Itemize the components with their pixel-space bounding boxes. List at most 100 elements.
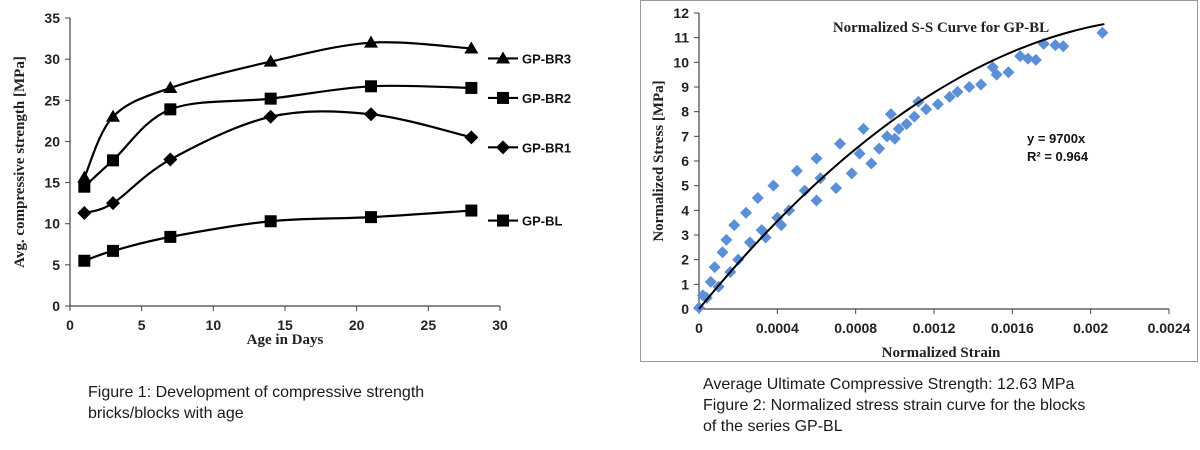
point-gp-br3 <box>464 41 479 54</box>
point-gp-br3 <box>263 54 278 67</box>
point-gp-br1 <box>106 196 120 211</box>
scatter-point <box>963 81 976 93</box>
figure1-panel: 0 5 10 15 20 25 30 35 0 5 10 15 20 25 30 Age in Days Avg… <box>0 0 600 360</box>
scatter-point <box>740 206 752 219</box>
y-tick-label: 5 <box>681 178 689 194</box>
point-gp-br1 <box>263 109 278 124</box>
legend-label-gp-br2: GP-BR2 <box>522 91 571 106</box>
scatter-point <box>696 289 709 302</box>
point-gp-br2 <box>164 103 177 116</box>
x-tick-label: 0 <box>66 317 74 333</box>
scatter-point <box>743 236 756 249</box>
scatter-point <box>1057 40 1070 53</box>
legend-label-gp-br3: GP-BR3 <box>522 51 571 66</box>
scatter-point <box>708 261 721 274</box>
point-gp-br2 <box>107 154 119 167</box>
trendline <box>698 23 1105 310</box>
scatter-point <box>728 219 741 232</box>
y-tick-label: 0 <box>681 301 689 317</box>
scatter-point <box>720 233 733 246</box>
figure1-caption-line1: Figure 1: Development of compressive str… <box>88 384 425 401</box>
scatter-point <box>716 246 729 259</box>
scatter-point <box>830 182 843 195</box>
scatter-point <box>1029 53 1042 66</box>
scatter-point <box>759 231 772 244</box>
y-tick-label: 5 <box>52 257 60 273</box>
y-tick-label: 1 <box>681 276 689 292</box>
y-axis-title: Avg. compressive strength [MPa] <box>12 56 28 268</box>
figure2-panel: 0 1 2 3 4 5 6 7 8 9 10 11 12 0 0.0004 0.0008 0.0012 0.001… <box>640 0 1198 362</box>
figure2-caption-line1: Figure 2: Normalized stress strain curve… <box>703 397 1086 414</box>
series-line-gp-br3 <box>83 41 472 179</box>
average-strength-text: Average Ultimate Compressive Strength: 1… <box>703 376 1075 393</box>
x-tick-label: 0.0024 <box>1148 320 1191 336</box>
x-tick-label: 0.0016 <box>991 320 1034 336</box>
scatter-point <box>845 167 858 180</box>
x-tick-label: 10 <box>206 317 222 333</box>
scatter-point <box>853 147 866 160</box>
legend-marker-gp-br3 <box>496 51 510 64</box>
point-gp-br2 <box>465 81 478 94</box>
y-tick-label: 35 <box>44 10 60 26</box>
scatter-point <box>775 219 788 232</box>
y-tick-label: 11 <box>674 30 689 46</box>
series-line-gp-br1 <box>83 110 472 215</box>
scatter-point <box>767 179 780 192</box>
scatter-point <box>892 122 905 135</box>
x-tick-label: 0.0012 <box>913 320 956 336</box>
point-gp-br2 <box>264 92 277 105</box>
point-gp-br3 <box>106 109 120 122</box>
scatter-point <box>1002 66 1015 79</box>
point-gp-br1 <box>464 130 479 145</box>
figure1-caption: Figure 1: Development of compressive str… <box>88 382 528 424</box>
y-tick-label: 4 <box>681 202 689 218</box>
figure1-caption-line2: bricks/blocks with age <box>88 405 244 422</box>
scatter-point <box>865 157 878 170</box>
y-tick-label: 9 <box>681 79 689 95</box>
y-tick-label: 20 <box>44 133 60 149</box>
scatter-point <box>810 194 823 207</box>
legend-marker-gp-bl <box>497 214 509 227</box>
point-gp-br1 <box>364 107 378 122</box>
scatter-point <box>810 152 823 165</box>
legend-label-gp-br1: GP-BR1 <box>522 140 571 155</box>
y-tick-label: 10 <box>44 216 60 232</box>
y-tick-label: 10 <box>673 54 689 70</box>
x-tick-label: 25 <box>421 317 437 333</box>
scatter-point <box>975 78 987 91</box>
scatter-point <box>990 68 1003 81</box>
y-tick-label: 0 <box>52 298 60 314</box>
scatter-point <box>751 192 764 204</box>
y-tick-label: 3 <box>681 227 689 243</box>
x-axis-title: Normalized Strain <box>882 345 1001 361</box>
scatter-point <box>951 85 964 98</box>
y-tick-label: 25 <box>44 92 60 108</box>
chart-title: Normalized S-S Curve for GP-BL <box>833 20 1049 36</box>
scatter-point <box>857 122 870 135</box>
x-tick-label: 5 <box>138 317 146 333</box>
point-gp-bl <box>465 204 478 217</box>
y-tick-label: 30 <box>44 51 60 67</box>
scatter-point <box>900 118 913 130</box>
compressive-strength-chart: 0 5 10 15 20 25 30 35 0 5 10 15 20 25 30 Age in Days Avg… <box>12 10 571 348</box>
y-tick-label: 15 <box>44 175 60 191</box>
y-axis-title: Normalized Stress [MPa] <box>651 80 667 241</box>
scatter-point <box>908 110 921 123</box>
y-tick-label: 12 <box>673 5 689 21</box>
scatter-point <box>732 253 745 266</box>
y-tick-label: 2 <box>681 252 689 268</box>
y-tick-label: 6 <box>681 153 689 169</box>
scatter-point <box>1022 52 1034 65</box>
point-gp-bl <box>264 215 277 228</box>
scatter-point <box>1049 39 1062 52</box>
r-squared-label: R² = 0.964 <box>1027 149 1089 164</box>
scatter-point <box>790 164 803 177</box>
scatter-point <box>834 137 846 150</box>
point-gp-br2 <box>365 80 377 93</box>
x-tick-label: 0.002 <box>1073 320 1108 336</box>
point-gp-br1 <box>77 206 92 221</box>
point-gp-br3 <box>364 35 378 48</box>
x-tick-label: 0.0008 <box>834 320 877 336</box>
point-gp-bl <box>78 254 91 267</box>
